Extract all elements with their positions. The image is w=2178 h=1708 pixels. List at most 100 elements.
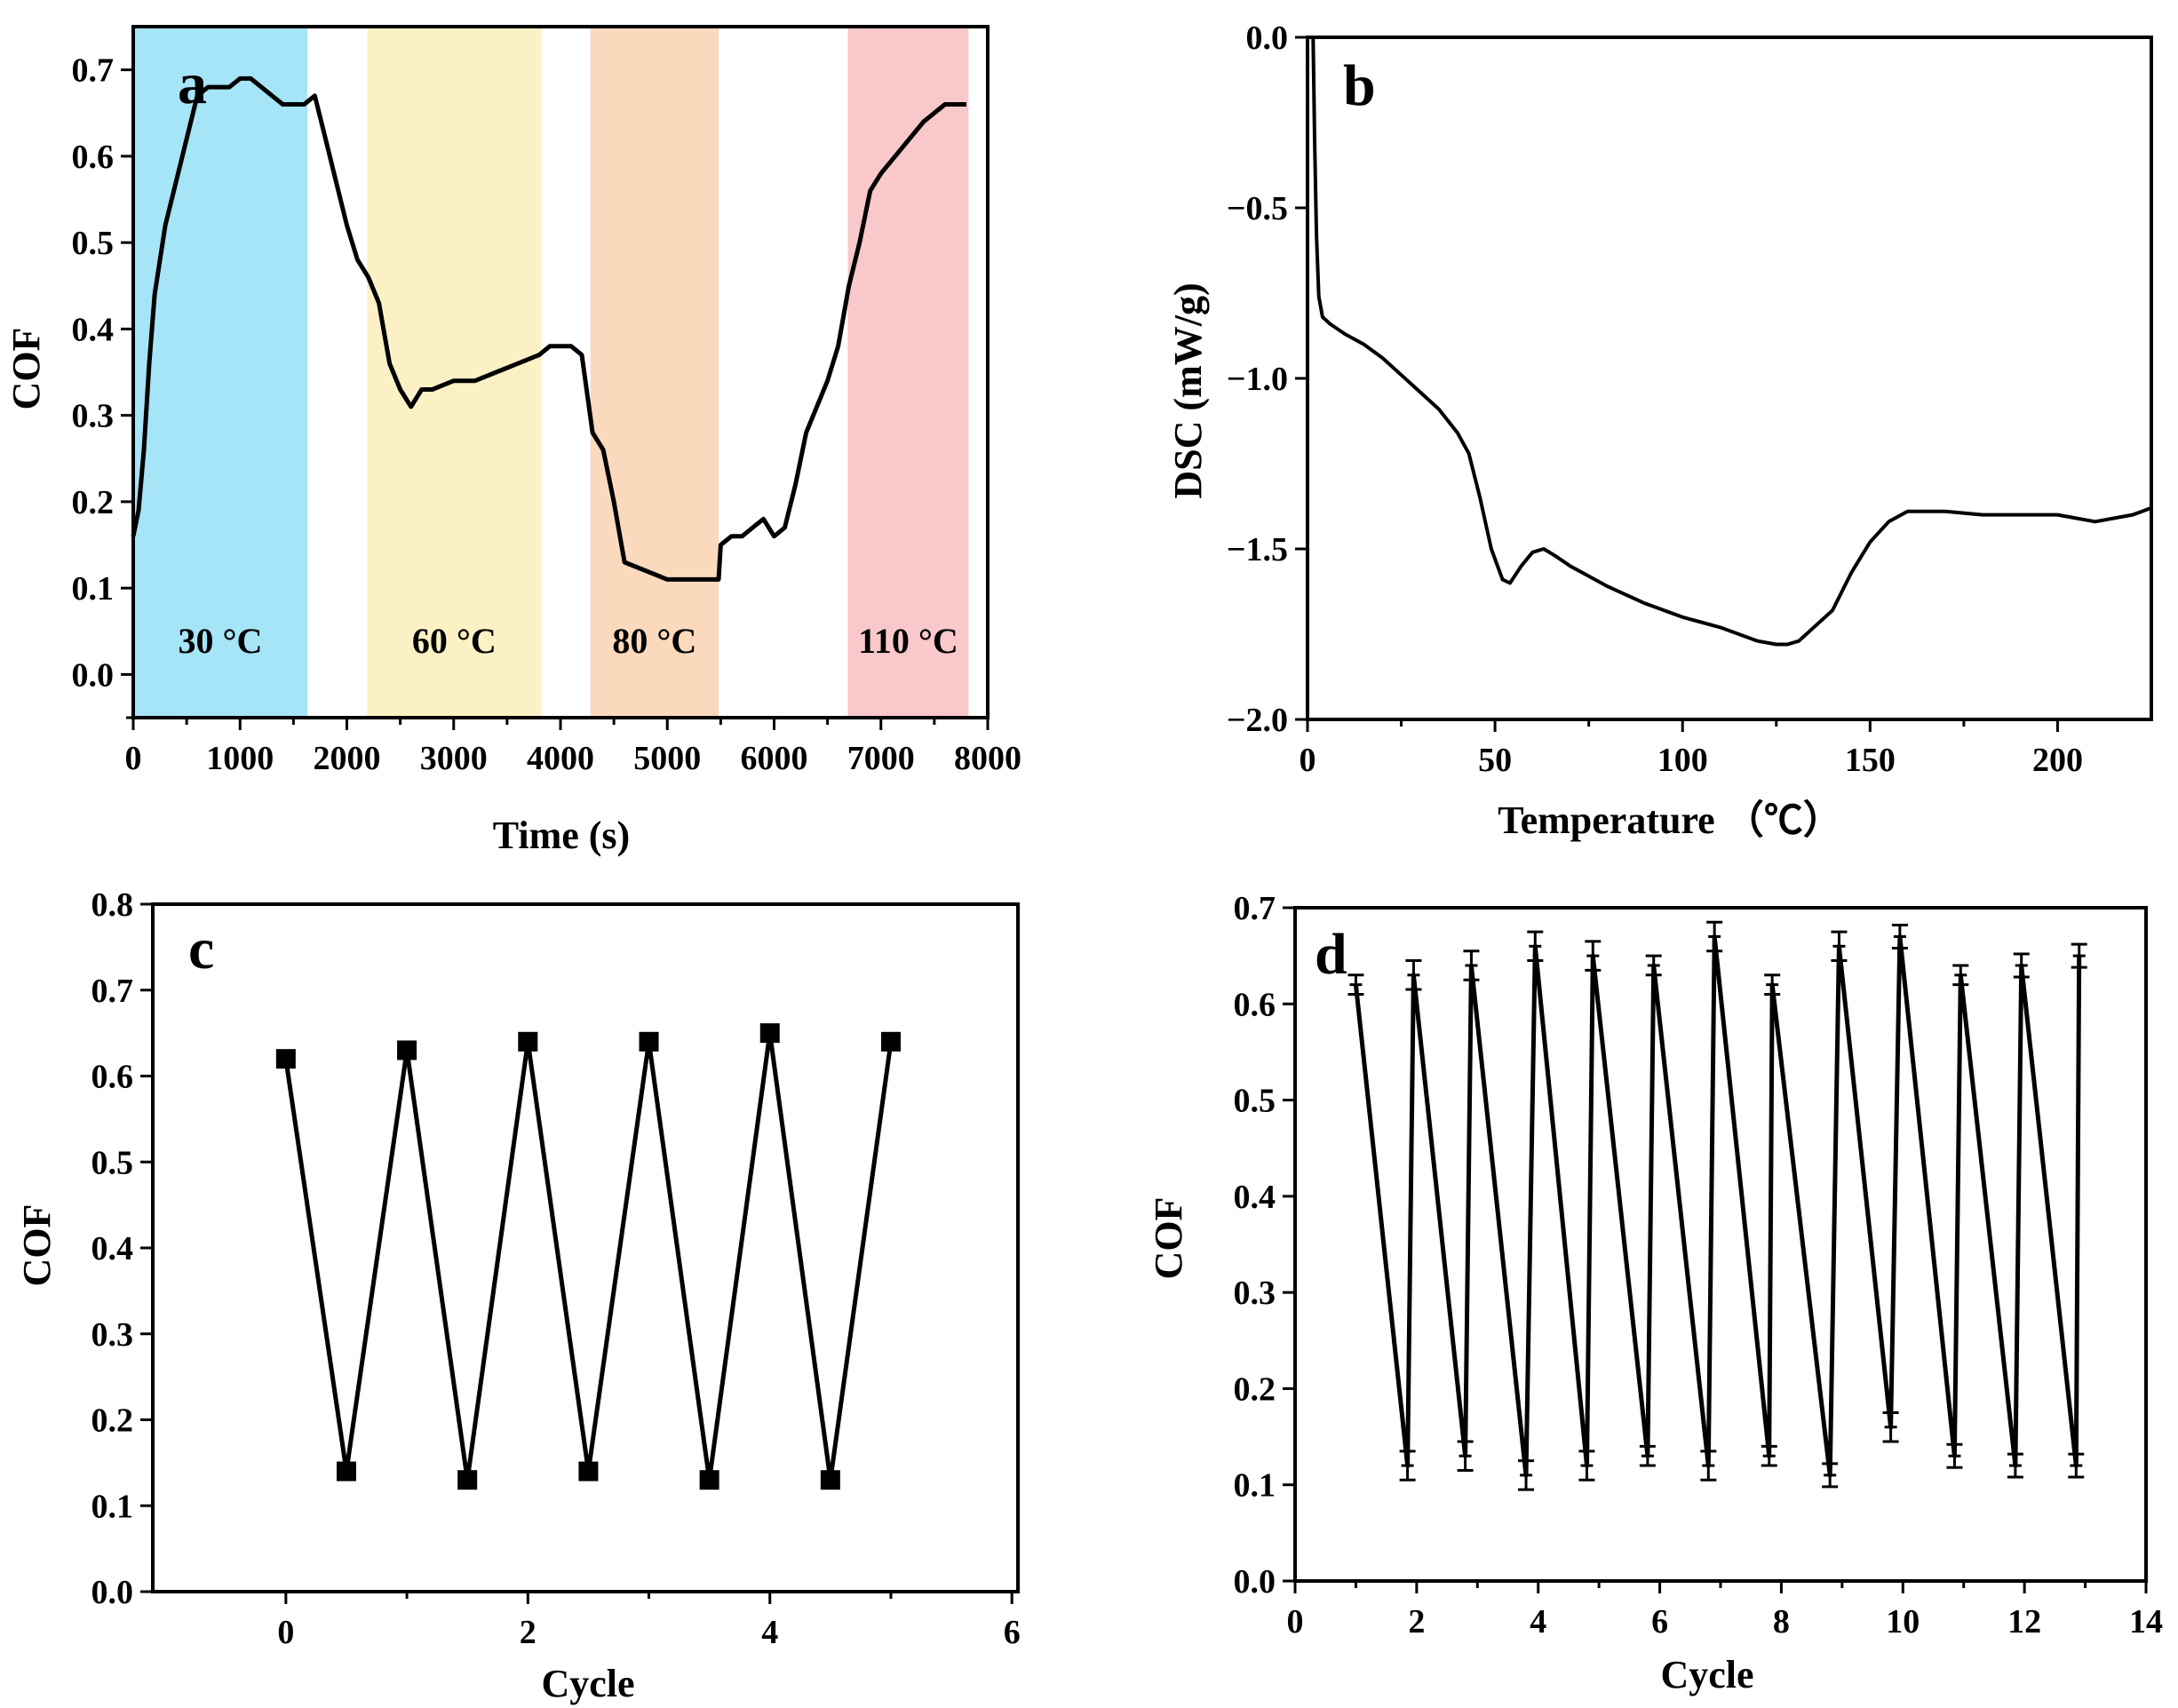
x-tick-label: 50 [1478,742,1512,779]
y-tick-label: 0.4 [72,311,115,348]
temperature-band-label-1: 30 °C [179,621,263,661]
x-tick-label: 8000 [954,740,1021,777]
y-tick-label: 0.6 [91,1059,134,1096]
y-tick-label: 0.6 [72,139,115,176]
panel-b-y-axis-label: DSC (mW/g) [1166,282,1210,498]
x-tick-label: 0 [1300,742,1316,779]
temperature-band-label-3: 80 °C [612,621,696,661]
y-tick-label: −2.0 [1227,702,1288,739]
y-tick-label: 0.1 [72,570,115,608]
y-tick-label: 0.0 [72,656,115,694]
y-tick-label: 0.3 [91,1316,134,1354]
y-tick-label: 0.8 [91,886,134,924]
y-tick-label: 0.7 [72,52,115,90]
y-tick-label: 0.2 [1234,1370,1276,1408]
x-tick-label: 3000 [420,740,488,777]
data-point-marker [397,1040,417,1061]
y-tick-label: 0.0 [1234,1563,1276,1601]
y-tick-label: −1.5 [1227,531,1288,568]
panel-b-label: b [1343,53,1376,118]
y-tick-label: 0.4 [1234,1179,1276,1216]
data-point-marker [820,1470,840,1490]
y-tick-label: 0.3 [1234,1275,1276,1312]
x-tick-label: 4 [761,1614,778,1651]
data-point-marker [759,1023,780,1044]
y-tick-label: 0.3 [72,398,115,435]
x-tick-label: 4 [1530,1603,1546,1640]
panel-b: 0 50 100 150 200 0.0 −0.5 −1.0 −1.5 −2.0 b Temper… [1166,20,2153,842]
x-tick-label: 1000 [206,740,274,777]
y-tick-label: 0.0 [91,1574,134,1611]
y-tick-label: −1.0 [1227,361,1288,398]
x-tick-label: 0 [277,1614,294,1651]
series-line-cof [131,75,966,582]
x-tick-label: 0 [1287,1603,1304,1640]
series-line-dsc [1311,36,2152,647]
data-point-marker [275,1049,296,1069]
panel-b-frame [1306,36,2153,721]
panel-d-y-axis-label: COF [1147,1197,1190,1280]
x-tick-label: 0 [125,740,142,777]
y-tick-label: 0.5 [72,225,115,262]
panel-d-label: d [1315,922,1347,987]
x-tick-label: 7000 [847,740,915,777]
panel-c-label: c [188,917,214,981]
series-line-cof [1353,934,2082,1478]
data-point-marker [880,1031,901,1052]
x-tick-label: 8 [1773,1603,1790,1640]
x-tick-label: 14 [2129,1603,2163,1640]
x-tick-label: 6 [1004,1614,1021,1651]
y-tick-label: 0.7 [1234,890,1276,927]
y-tick-label: 0.2 [72,484,115,521]
series-line-cof [283,1030,894,1482]
panel-a: 30 °C 60 °C 80 °C 110 °C 0 1000 2000 3000 4000 5… [4,25,1021,857]
data-point-marker [518,1031,538,1052]
x-tick-label: 2 [1408,1603,1425,1640]
panel-b-x-axis-label: Temperature （℃） [1498,798,1841,842]
x-tick-label: 100 [1657,742,1708,779]
x-tick-label: 150 [1845,742,1896,779]
x-tick-label: 4000 [527,740,594,777]
panel-a-y-axis-label: COF [4,328,48,410]
y-tick-label: 0.6 [1234,986,1276,1023]
y-tick-label: 0.1 [91,1488,134,1525]
temperature-band-label-4: 110 °C [858,621,958,661]
panel-c-y-axis-label: COF [15,1204,59,1287]
x-tick-label: 6 [1651,1603,1668,1640]
y-tick-label: 0.2 [91,1402,134,1440]
data-point-marker [457,1470,478,1490]
panel-a-label: a [178,52,207,116]
panel-d-x-axis-label: Cycle [1660,1653,1753,1696]
y-tick-label: 0.5 [1234,1083,1276,1120]
y-tick-label: 0.5 [91,1144,134,1181]
y-tick-label: 0.1 [1234,1467,1276,1505]
y-tick-label: 0.0 [1246,20,1289,57]
y-tick-label: 0.4 [91,1230,134,1267]
x-tick-label: 2000 [314,740,381,777]
x-tick-label: 5000 [633,740,701,777]
temperature-band-4 [847,27,969,718]
data-point-marker [336,1461,356,1482]
x-tick-label: 200 [2032,742,2083,779]
x-tick-label: 2 [520,1614,537,1651]
x-tick-label: 6000 [741,740,808,777]
data-point-marker [639,1031,659,1052]
y-tick-label: −0.5 [1227,190,1288,227]
temperature-band-label-2: 60 °C [412,621,497,661]
temperature-band-2 [367,27,542,718]
data-point-marker [578,1461,599,1482]
panel-d-frame [1293,906,2148,1583]
panel-c: 0 2 4 60.00.10.20.30.40.50.60.70.8 c Cycle … [15,886,1021,1705]
panel-a-frame [131,25,990,719]
data-point-marker [699,1470,719,1490]
temperature-band-3 [590,27,719,718]
x-tick-label: 12 [2007,1603,2041,1640]
panel-a-x-axis-label: Time (s) [493,814,630,857]
panel-c-x-axis-label: Cycle [541,1662,634,1705]
panel-c-frame [151,902,1020,1593]
x-tick-label: 10 [1886,1603,1920,1640]
y-tick-label: 0.7 [91,973,134,1010]
temperature-band-1 [133,27,308,718]
panel-d: 0 2 4 6 8 10 12 14 0.0 0.1 0.2 0.3 0.4 0.5 0.6 0.7 d Cy… [1147,890,2163,1696]
